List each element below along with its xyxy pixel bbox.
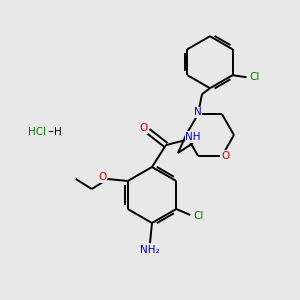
Text: Cl: Cl [249,72,260,82]
Text: O: O [221,151,229,161]
Text: –: – [47,125,53,139]
Text: H: H [54,127,62,137]
Text: NH₂: NH₂ [140,245,160,255]
Text: Cl: Cl [193,211,203,221]
Text: N: N [194,107,202,117]
Text: O: O [99,172,107,182]
Text: NH: NH [185,132,201,142]
Text: O: O [139,123,147,133]
Text: HCl: HCl [28,127,46,137]
